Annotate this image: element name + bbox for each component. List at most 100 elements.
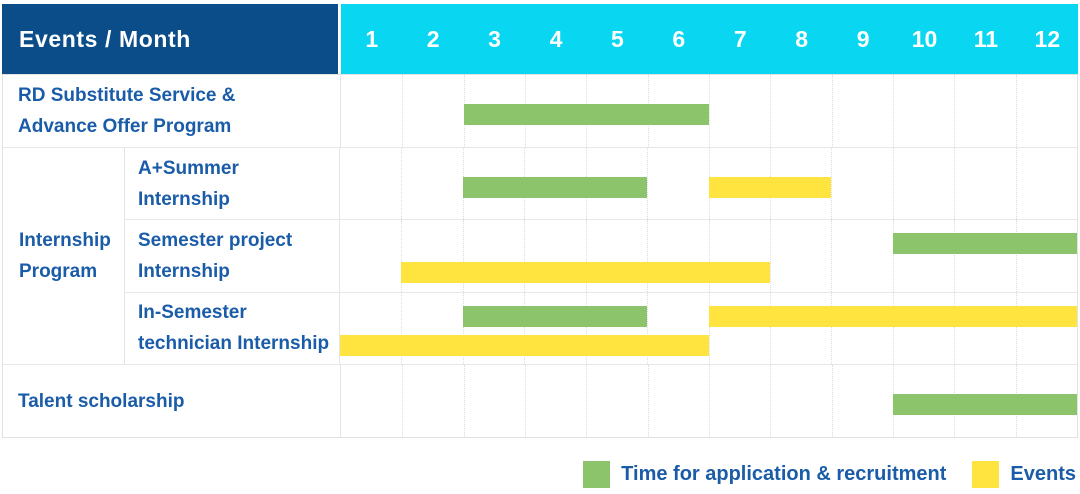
month-gridline [402, 365, 404, 437]
month-header-label: 4 [549, 25, 563, 52]
month-gridline [1015, 292, 1017, 364]
month-gridline [831, 75, 833, 147]
subrow-label-line: A+Summer [138, 157, 239, 179]
month-gridline [708, 220, 710, 292]
month-header-label: 1 [365, 25, 379, 52]
month-gridline [401, 148, 403, 220]
events-bar [340, 334, 709, 356]
month-gridline [462, 292, 464, 364]
month-gridline [585, 220, 587, 292]
table-subrow: In-Semester technician Internship [125, 292, 1077, 364]
month-gridline [585, 292, 587, 364]
month-gridline [892, 292, 894, 364]
month-header-label: 11 [973, 25, 999, 52]
events-bar [708, 176, 832, 198]
month-gridline [401, 220, 403, 292]
month-gridline [1015, 75, 1017, 147]
month-header-row: 1 2 3 4 5 6 7 8 9 10 11 12 [341, 4, 1078, 74]
subrow-label-line: In-Semester [138, 302, 247, 324]
month-grid [339, 220, 1077, 292]
month-header-label: 10 [911, 25, 938, 52]
row-label-line: Talent scholarship [18, 390, 185, 412]
month-gridline [770, 365, 772, 437]
legend-label: Time for application & recruitment [621, 463, 947, 485]
month-gridline [462, 220, 464, 292]
subrow-label-line: Internship [138, 260, 230, 282]
events-swatch [972, 461, 1000, 488]
subrow-label: In-Semester technician Internship [125, 293, 339, 364]
month-gridline [647, 292, 649, 364]
month-gridline [769, 220, 771, 292]
month-gridline [892, 220, 894, 292]
month-gridline [954, 75, 956, 147]
group-subrows: A+Summer Internship Semester project Intern… [125, 148, 1077, 364]
month-gridline [586, 365, 588, 437]
month-header-label: 7 [733, 25, 747, 52]
month-gridline [892, 148, 894, 220]
events-month-header-cell: Events / Month [2, 4, 338, 74]
month-header-label: 3 [488, 25, 501, 52]
month-gridline [893, 75, 894, 147]
application-bar [462, 305, 648, 327]
subrow-label: Semester project Internship [125, 220, 339, 291]
group-section: Internship Program A+Summer Internship Semes… [3, 148, 1077, 365]
month-gridline [647, 365, 649, 437]
month-gridline [402, 75, 404, 147]
month-gridline [954, 220, 956, 292]
month-gridline [524, 220, 526, 292]
subrow-label: A+Summer Internship [125, 148, 339, 219]
month-gridline [463, 365, 465, 437]
month-gridline [954, 292, 956, 364]
group-label: Internship Program [3, 148, 125, 364]
row-label: Talent scholarship [3, 365, 340, 437]
application-bar [463, 104, 709, 125]
table-subrow: A+Summer Internship [125, 148, 1077, 221]
legend-item: Events [972, 461, 1076, 488]
subrow-label-line: technician Internship [138, 333, 330, 355]
table-row: Talent scholarship [3, 365, 1077, 437]
subrow-label-line: Internship [138, 188, 230, 210]
month-gridline [525, 365, 526, 437]
month-gridline [831, 148, 833, 220]
month-header-label: 12 [1034, 25, 1061, 52]
month-gridline [770, 75, 772, 147]
month-grid [340, 75, 1077, 147]
group-label-line: Program [19, 261, 98, 282]
month-grid [339, 292, 1077, 364]
month-gridline [831, 220, 833, 292]
subrow-label-line: Semester project [138, 229, 293, 251]
month-grid [339, 148, 1077, 220]
application-bar [893, 394, 1077, 415]
legend: Time for application & recruitment Events [583, 461, 1076, 488]
month-gridline [831, 365, 833, 437]
month-header-label: 2 [426, 25, 440, 52]
month-header-label: 8 [795, 25, 809, 52]
month-gridline [1015, 148, 1017, 220]
application-swatch [583, 461, 611, 488]
table-subrow: Semester project Internship [125, 220, 1077, 293]
events-bar [401, 262, 770, 284]
month-gridline [647, 220, 649, 292]
gantt-table: Events / Month 1 2 3 4 5 6 7 8 9 10 11 12 RD Substi… [2, 4, 1078, 438]
month-gridline [831, 292, 833, 364]
table-body: RD Substitute Service & Advance Offer Pro… [2, 74, 1078, 438]
events-month-header-label: Events / Month [19, 25, 191, 52]
month-header-label: 5 [611, 25, 624, 52]
month-header-label: 6 [672, 25, 686, 52]
month-grid [340, 365, 1077, 437]
application-bar [462, 176, 648, 198]
row-label-line: RD Substitute Service & [18, 85, 236, 106]
row-label: RD Substitute Service & Advance Offer Pro… [3, 75, 340, 147]
month-gridline [709, 365, 710, 437]
legend-item: Time for application & recruitment [583, 461, 946, 488]
month-gridline [647, 148, 649, 220]
row-label-line: Advance Offer Program [18, 116, 232, 137]
events-bar [708, 305, 1077, 327]
table-header-row: Events / Month 1 2 3 4 5 6 7 8 9 10 11 12 [2, 4, 1078, 74]
month-header-label: 9 [856, 25, 870, 52]
month-gridline [1015, 220, 1017, 292]
table-row: RD Substitute Service & Advance Offer Pro… [3, 75, 1077, 148]
application-bar [892, 233, 1077, 255]
month-gridline [524, 292, 526, 364]
